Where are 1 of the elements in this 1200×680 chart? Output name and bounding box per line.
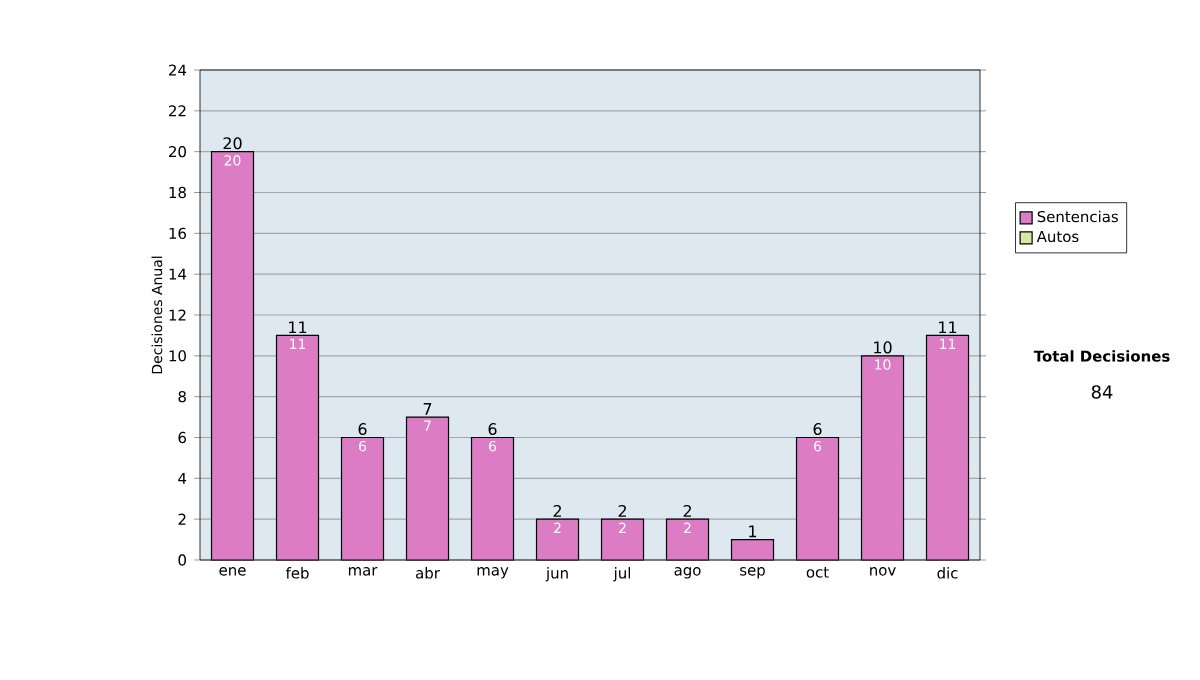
text: 84 [1091,385,1113,399]
